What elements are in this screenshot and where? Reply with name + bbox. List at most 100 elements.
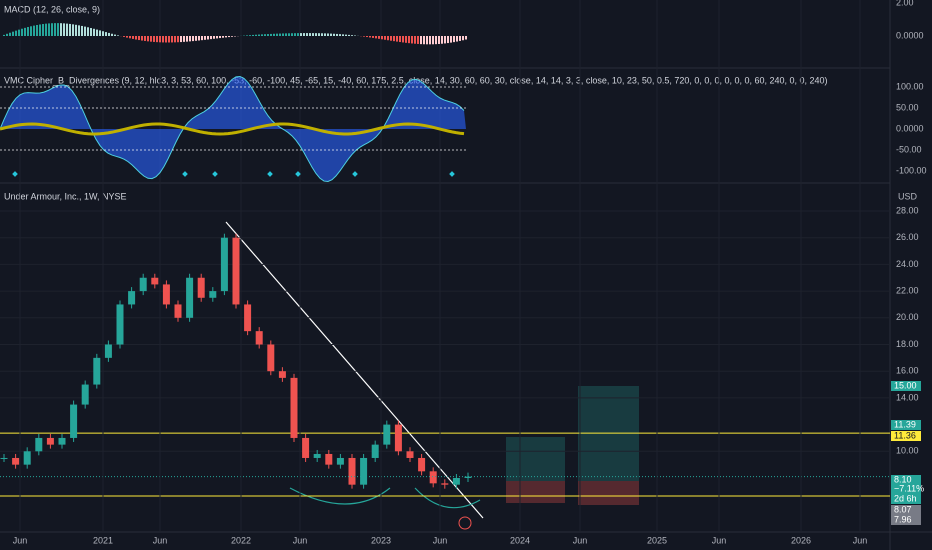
macd-histogram <box>15 30 17 36</box>
candle <box>441 483 449 485</box>
price-tick-label: 22.00 <box>896 285 919 295</box>
candle <box>151 277 159 285</box>
price-label: 15.00 <box>894 380 917 390</box>
macd-histogram <box>96 29 98 36</box>
macd-histogram <box>450 36 452 43</box>
main-title: Under Armour, Inc., 1W, NYSE <box>4 191 127 201</box>
price-label-box <box>891 484 921 494</box>
macd-histogram <box>66 23 68 36</box>
price-label: 2d 6h <box>894 493 917 503</box>
macd-histogram <box>432 36 434 45</box>
macd-histogram <box>264 34 266 36</box>
macd-histogram <box>228 36 230 38</box>
candle <box>70 404 78 438</box>
macd-histogram <box>114 34 116 36</box>
macd-tick-label: 0.0000 <box>896 30 924 40</box>
macd-histogram <box>183 36 185 42</box>
macd-histogram <box>39 24 41 36</box>
candle <box>464 476 472 478</box>
candle <box>139 277 147 292</box>
macd-histogram <box>213 36 215 39</box>
macd-histogram <box>420 36 422 45</box>
macd-histogram <box>381 36 383 40</box>
macd-histogram <box>306 33 308 36</box>
macd-histogram <box>111 33 113 36</box>
candle <box>244 304 252 332</box>
candle <box>255 331 263 345</box>
time-label: Jun <box>433 535 448 545</box>
long-target <box>506 437 565 481</box>
macd-histogram <box>405 36 407 43</box>
macd-histogram <box>459 36 461 41</box>
vmc-tick-label: 50.00 <box>896 102 919 112</box>
macd-histogram <box>171 36 173 43</box>
macd-histogram <box>465 36 467 40</box>
macd-histogram <box>105 32 107 36</box>
macd-histogram <box>201 36 203 41</box>
signal-dot <box>352 171 358 177</box>
time-label: 2021 <box>93 535 113 545</box>
candle <box>232 237 240 305</box>
candle <box>336 457 344 465</box>
vmc-money-flow <box>0 122 465 136</box>
macd-histogram <box>390 36 392 41</box>
price-label: 11.39 <box>894 419 916 429</box>
macd-histogram <box>27 27 29 36</box>
macd-histogram <box>177 36 179 43</box>
vmc-tick-label: -100.00 <box>896 165 927 175</box>
candle <box>12 457 20 465</box>
macd-histogram <box>363 36 365 37</box>
signal-dot <box>449 171 455 177</box>
long-stop <box>578 481 639 505</box>
time-label: Jun <box>573 535 588 545</box>
macd-histogram <box>315 33 317 36</box>
candle <box>452 478 460 485</box>
macd-histogram <box>138 36 140 41</box>
macd-histogram <box>366 36 368 38</box>
macd-histogram <box>33 25 35 36</box>
price-label-box <box>891 420 921 430</box>
candle <box>186 277 194 318</box>
macd-histogram <box>165 36 167 43</box>
macd-histogram <box>84 26 86 36</box>
candle <box>302 437 310 458</box>
macd-histogram <box>462 36 464 41</box>
candle <box>46 437 54 445</box>
price-tick-label: 14.00 <box>896 392 919 402</box>
time-label: 2026 <box>791 535 811 545</box>
macd-histogram <box>345 34 347 36</box>
price-label-box <box>891 431 921 441</box>
price-tick-label: 10.00 <box>896 446 919 456</box>
macd-histogram <box>117 35 119 36</box>
candle <box>267 344 275 372</box>
macd-histogram <box>174 36 176 43</box>
macd-histogram <box>153 36 155 42</box>
macd-histogram <box>42 24 44 36</box>
macd-histogram <box>327 33 329 36</box>
candle <box>325 453 333 465</box>
time-label: 2023 <box>371 535 391 545</box>
macd-histogram <box>456 36 458 42</box>
candle <box>93 357 101 385</box>
candle <box>35 437 43 452</box>
macd-histogram <box>384 36 386 40</box>
price-label: 11.36 <box>894 430 916 440</box>
macd-histogram <box>168 36 170 43</box>
macd-histogram <box>60 23 62 36</box>
price-label-box <box>891 475 921 485</box>
signal-dot <box>295 171 301 177</box>
macd-histogram <box>207 36 209 40</box>
macd-histogram <box>210 36 212 40</box>
time-label: Jun <box>153 535 168 545</box>
macd-histogram <box>297 33 299 36</box>
macd-histogram <box>258 34 260 36</box>
macd-histogram <box>48 23 50 36</box>
macd-histogram <box>333 33 335 36</box>
macd-histogram <box>441 36 443 44</box>
candle <box>348 457 356 485</box>
macd-histogram <box>324 33 326 36</box>
time-label: 2022 <box>231 535 251 545</box>
macd-histogram <box>21 28 23 36</box>
price-label: −7.11% <box>894 483 924 493</box>
